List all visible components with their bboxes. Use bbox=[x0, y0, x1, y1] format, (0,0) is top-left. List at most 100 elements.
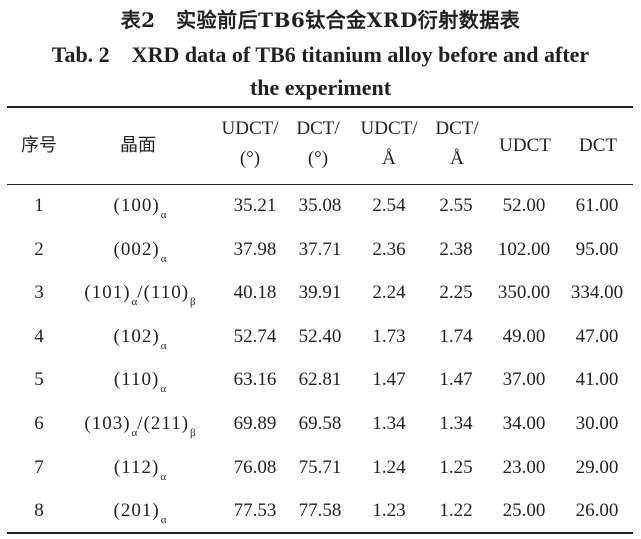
phase-subscript: α bbox=[160, 252, 167, 265]
cell-plane: (100)α bbox=[113, 195, 167, 221]
header-dct-angle-line1: DCT/ bbox=[296, 118, 340, 139]
cell-no: 1 bbox=[34, 195, 44, 216]
cell-dct-intensity: 41.00 bbox=[575, 369, 619, 391]
cell-no: 5 bbox=[34, 369, 44, 391]
cell-udct-d: 1.47 bbox=[372, 369, 406, 391]
cell-dct-intensity: 30.00 bbox=[575, 413, 619, 434]
cell-udct-angle: 40.18 bbox=[233, 282, 277, 304]
plane-index: (112) bbox=[113, 456, 160, 478]
table-title-chinese: 表2 实验前后TB6钛合金XRD衍射数据表 bbox=[120, 8, 521, 32]
plane-index: (100) bbox=[113, 195, 160, 216]
cell-udct-angle: 37.98 bbox=[233, 238, 277, 260]
cell-dct-d: 1.34 bbox=[439, 413, 473, 434]
plane-index: /(110) bbox=[137, 282, 190, 304]
header-plane: 晶面 bbox=[120, 135, 156, 156]
cell-udct-intensity: 37.00 bbox=[502, 369, 546, 391]
cell-plane: (201)α bbox=[113, 500, 167, 527]
cell-udct-d: 2.36 bbox=[372, 238, 406, 260]
cell-udct-intensity: 102.00 bbox=[497, 238, 551, 260]
phase-subscript: α bbox=[160, 470, 167, 483]
cell-udct-d: 1.73 bbox=[372, 325, 406, 347]
cell-dct-angle: 62.81 bbox=[298, 369, 342, 391]
cell-udct-intensity: 23.00 bbox=[502, 456, 546, 478]
cell-dct-angle: 77.58 bbox=[298, 500, 342, 522]
cell-udct-intensity: 52.00 bbox=[502, 195, 546, 216]
table-title-english-line1: Tab. 2 XRD data of TB6 titanium alloy be… bbox=[51, 42, 590, 67]
cell-dct-angle: 52.40 bbox=[298, 325, 342, 347]
header-dct-d-line2: Å bbox=[450, 148, 464, 169]
table-bottom-rule bbox=[7, 532, 633, 534]
phase-subscript: β bbox=[190, 296, 196, 309]
table-title-english: Tab. 2 XRD data of TB6 titanium alloy be… bbox=[0, 38, 641, 104]
header-dct: DCT bbox=[579, 135, 617, 156]
header-dct-d: DCT/ Å bbox=[435, 114, 478, 174]
cell-dct-d: 1.74 bbox=[439, 325, 473, 347]
cell-dct-d: 1.22 bbox=[439, 500, 473, 522]
header-udct-angle-line2: (°) bbox=[239, 148, 261, 169]
cell-plane: (002)α bbox=[113, 238, 167, 265]
cell-dct-intensity: 47.00 bbox=[575, 325, 619, 347]
plane-index: (002) bbox=[113, 238, 160, 260]
plane-index: (103) bbox=[84, 413, 131, 434]
cell-plane: (103)α/(211)β bbox=[84, 413, 196, 439]
cell-plane: (110)α bbox=[113, 369, 167, 396]
cell-udct-angle: 63.16 bbox=[233, 369, 277, 391]
phase-subscript: α bbox=[160, 383, 167, 396]
phase-subscript: α bbox=[160, 339, 167, 352]
table-top-rule bbox=[7, 106, 633, 108]
cell-no: 6 bbox=[34, 413, 44, 434]
cell-dct-angle: 35.08 bbox=[298, 195, 342, 216]
cell-dct-angle: 39.91 bbox=[298, 282, 342, 304]
cell-udct-angle: 69.89 bbox=[233, 413, 277, 434]
header-udct-d-line1: UDCT/ bbox=[360, 118, 418, 139]
cell-udct-d: 2.24 bbox=[372, 282, 406, 304]
header-udct-angle: UDCT/ (°) bbox=[222, 114, 279, 174]
cell-dct-d: 1.47 bbox=[439, 369, 473, 391]
cell-dct-d: 2.25 bbox=[439, 282, 473, 304]
table-header-rule bbox=[7, 184, 633, 185]
plane-index: (201) bbox=[113, 500, 160, 522]
cell-no: 4 bbox=[34, 325, 44, 347]
header-no: 序号 bbox=[21, 135, 57, 156]
cell-udct-d: 2.54 bbox=[372, 195, 406, 216]
cell-udct-angle: 77.53 bbox=[233, 500, 277, 522]
header-udct: UDCT bbox=[499, 135, 551, 156]
cell-dct-d: 2.38 bbox=[439, 238, 473, 260]
plane-index: (110) bbox=[113, 369, 160, 391]
cell-plane: (101)α/(110)β bbox=[84, 282, 196, 309]
header-udct-d: UDCT/ Å bbox=[361, 114, 418, 174]
phase-subscript: α bbox=[131, 296, 138, 309]
cell-udct-intensity: 34.00 bbox=[502, 413, 546, 434]
cell-udct-intensity: 25.00 bbox=[502, 500, 546, 522]
phase-subscript: β bbox=[190, 427, 196, 439]
cell-no: 3 bbox=[34, 282, 44, 304]
cell-udct-intensity: 49.00 bbox=[502, 325, 546, 347]
cell-no: 2 bbox=[34, 238, 44, 260]
cell-dct-intensity: 61.00 bbox=[575, 195, 619, 216]
cell-udct-angle: 76.08 bbox=[233, 456, 277, 478]
phase-subscript: α bbox=[131, 427, 138, 439]
phase-subscript: α bbox=[160, 209, 167, 221]
header-udct-d-line2: Å bbox=[382, 148, 396, 169]
cell-dct-angle: 75.71 bbox=[298, 456, 342, 478]
cell-plane: (112)α bbox=[113, 456, 167, 483]
cell-udct-d: 1.24 bbox=[372, 456, 406, 478]
cell-udct-intensity: 350.00 bbox=[497, 282, 551, 304]
table-title-english-line2: the experiment bbox=[249, 75, 392, 100]
cell-dct-intensity: 334.00 bbox=[570, 282, 624, 304]
cell-udct-angle: 35.21 bbox=[233, 195, 277, 216]
cell-dct-intensity: 95.00 bbox=[575, 238, 619, 260]
header-dct-angle: DCT/ (°) bbox=[296, 114, 339, 174]
header-dct-d-line1: DCT/ bbox=[435, 118, 479, 139]
header-udct-angle-line1: UDCT/ bbox=[221, 118, 279, 139]
cell-udct-d: 1.34 bbox=[372, 413, 406, 434]
cell-dct-d: 1.25 bbox=[439, 456, 473, 478]
cell-udct-angle: 52.74 bbox=[233, 325, 277, 347]
plane-index: /(211) bbox=[137, 413, 190, 434]
cell-udct-d: 1.23 bbox=[372, 500, 406, 522]
cell-plane: (102)α bbox=[114, 326, 167, 352]
phase-subscript: α bbox=[160, 514, 167, 527]
cell-dct-d: 2.55 bbox=[439, 195, 473, 216]
cell-dct-intensity: 26.00 bbox=[575, 500, 619, 522]
cell-no: 7 bbox=[34, 456, 44, 478]
